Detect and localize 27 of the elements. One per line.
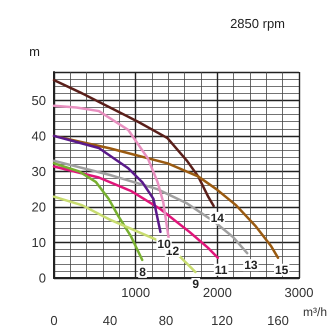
x-tick-label: 120 — [211, 313, 233, 328]
y-tick-label: 20 — [32, 199, 46, 214]
x-tick-label: 0 — [50, 313, 58, 328]
series-label: 11 — [214, 262, 228, 277]
y-axis-title: m — [29, 44, 40, 59]
x-tick-label: 40 — [102, 313, 118, 328]
y-tick-label: 50 — [32, 92, 46, 108]
x-axis-title: m³/h — [303, 305, 327, 319]
y-tick-label: 0 — [38, 270, 46, 286]
x-tick-label: 160 — [267, 313, 289, 328]
series-label: 15 — [275, 262, 289, 277]
y-tick-label: 30 — [32, 164, 46, 179]
x2-tick-label: 1000 — [121, 285, 150, 300]
y-tick-label: 10 — [32, 234, 46, 250]
line-series — [52, 134, 162, 234]
chart-title: 2850 rpm — [230, 16, 285, 31]
x2-tick-label: 3000 — [284, 285, 314, 300]
line-series — [52, 162, 144, 262]
line-series — [52, 160, 248, 254]
line-series — [52, 78, 215, 208]
series-label: 8 — [139, 264, 146, 279]
series-label: 13 — [244, 258, 258, 272]
series-label: 9 — [192, 276, 200, 291]
x2-tick-label: 2000 — [202, 285, 232, 300]
x-tick-label: 80 — [158, 313, 174, 328]
y-tick-label: 40 — [32, 128, 46, 144]
series-label: 14 — [210, 210, 224, 225]
